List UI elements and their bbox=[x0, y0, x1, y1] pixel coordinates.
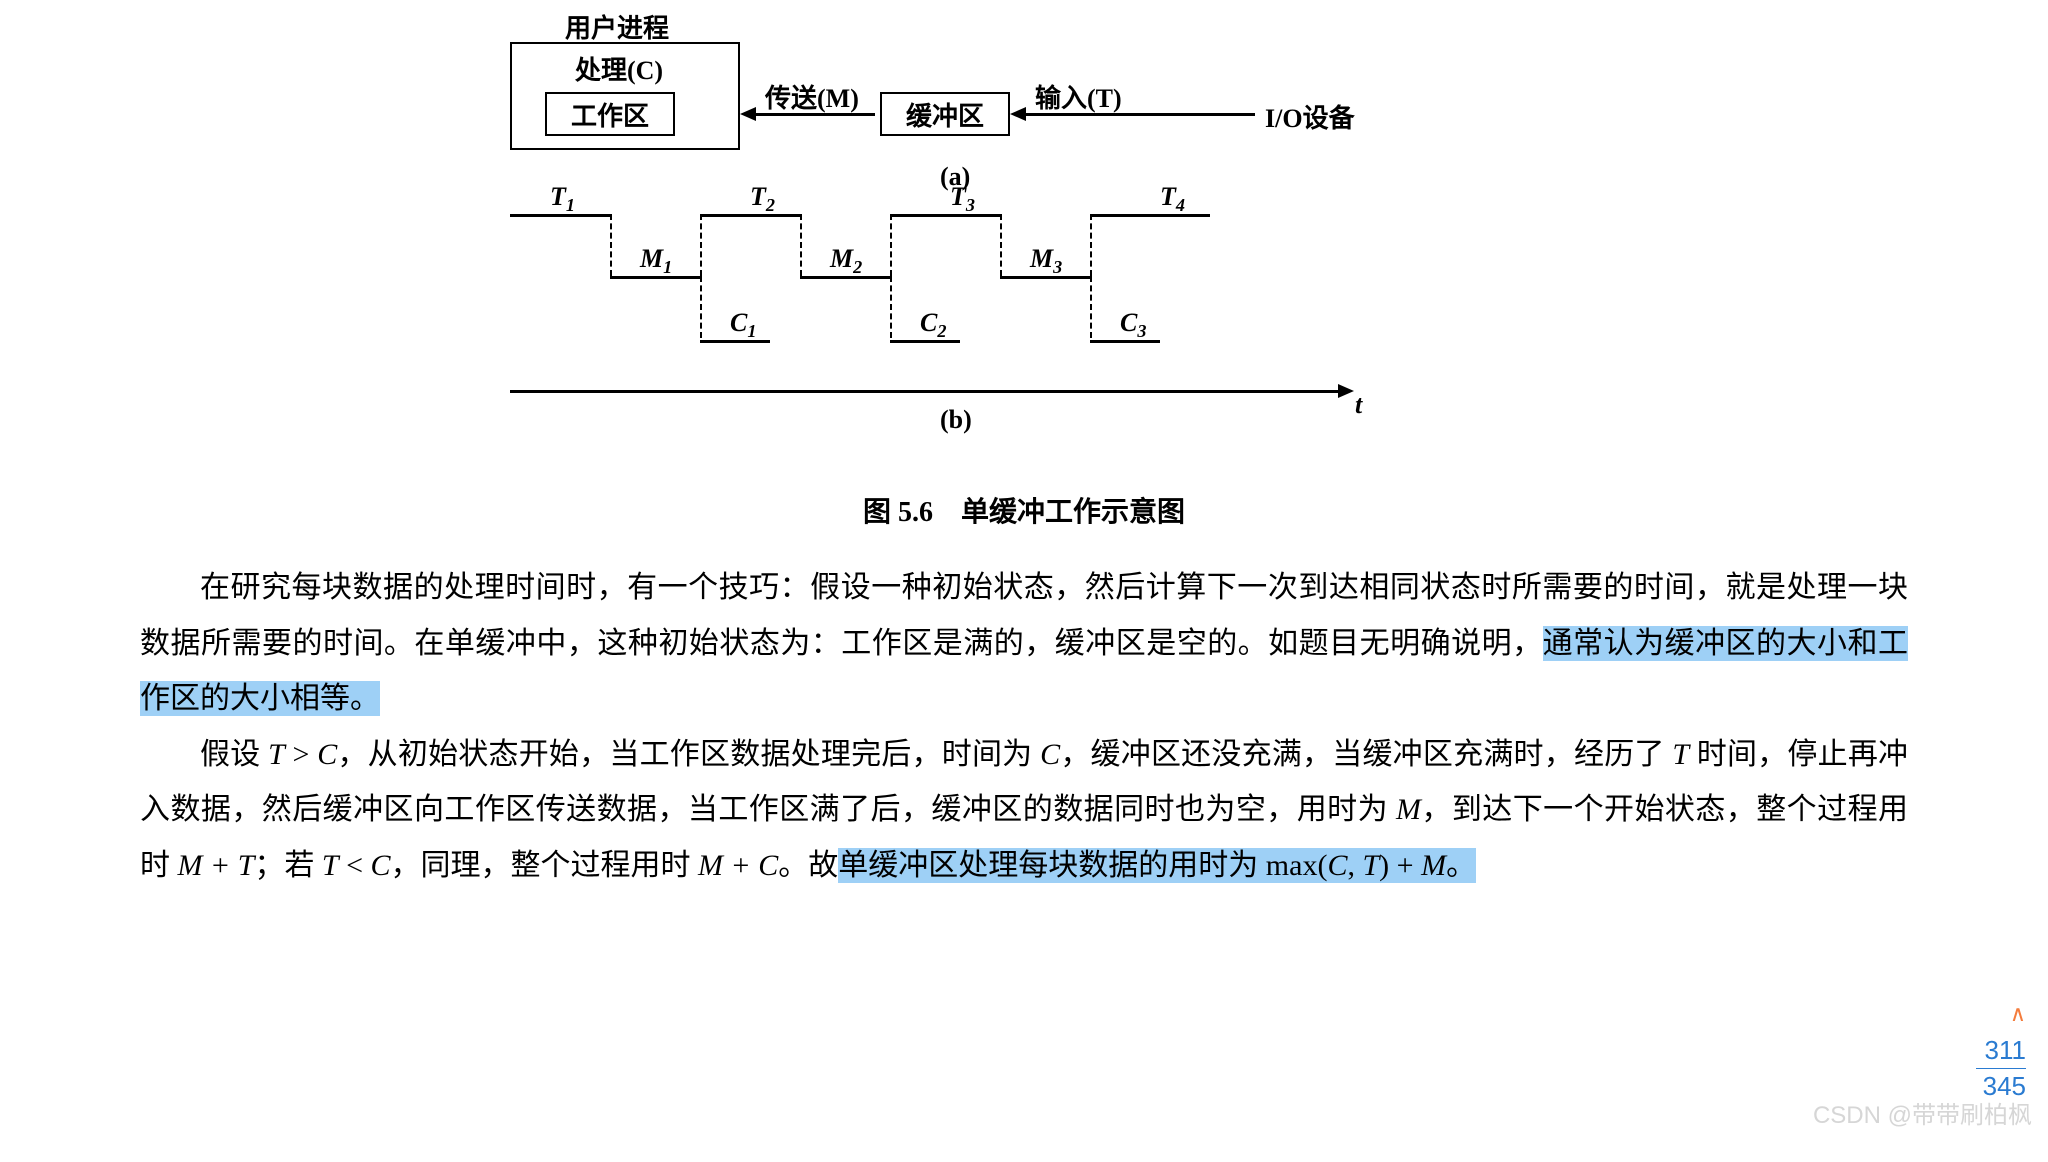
user-process-label: 用户进程 bbox=[565, 8, 669, 45]
scroll-current: 311 bbox=[1976, 1035, 2026, 1066]
process-c-label: 处理(C) bbox=[575, 50, 663, 87]
sublabel-b: (b) bbox=[940, 405, 972, 435]
scroll-up-icon[interactable]: ∧ bbox=[1976, 1001, 2026, 1027]
scroll-progress[interactable]: ∧ 311 345 bbox=[1976, 1001, 2026, 1102]
input-label: 输入(T) bbox=[1035, 78, 1122, 115]
paragraph-2: 假设 T > C，从初始状态开始，当工作区数据处理完后，时间为 C，缓冲区还没充… bbox=[140, 727, 1908, 894]
figure-caption: 图 5.6 单缓冲工作示意图 bbox=[140, 490, 1908, 530]
diagram-a: 用户进程 处理(C) 工作区 传送(M) 缓冲区 输入(T) I/O设备 (a) bbox=[380, 20, 1908, 170]
body-text: 在研究每块数据的处理时间时，有一个技巧：假设一种初始状态，然后计算下一次到达相同… bbox=[140, 560, 1908, 893]
work-area-box: 工作区 bbox=[545, 92, 675, 136]
transfer-label: 传送(M) bbox=[765, 78, 859, 115]
buffer-box: 缓冲区 bbox=[880, 92, 1010, 136]
watermark: CSDN @带带刷柏枫 bbox=[1813, 1095, 2032, 1130]
io-device-label: I/O设备 bbox=[1265, 98, 1355, 135]
diagram-b: T1 M1 C1 T2 M2 C2 T3 M3 C3 T4 t bbox=[380, 190, 1908, 450]
paragraph-1: 在研究每块数据的处理时间时，有一个技巧：假设一种初始状态，然后计算下一次到达相同… bbox=[140, 560, 1908, 727]
highlight-2: 单缓冲区处理每块数据的用时为 max(C, T) + M。 bbox=[838, 848, 1476, 883]
